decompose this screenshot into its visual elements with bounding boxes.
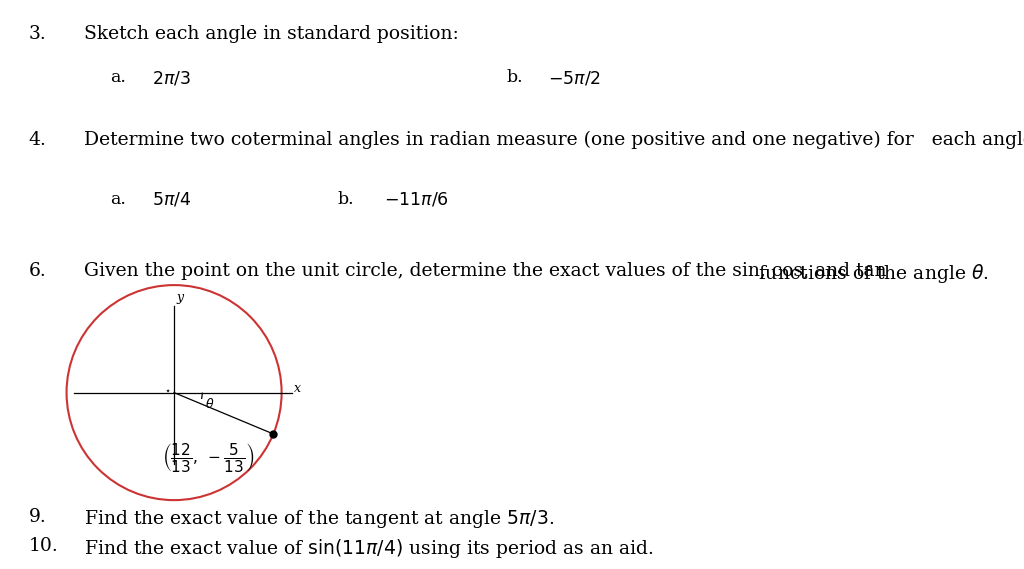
Text: b.: b. (338, 191, 354, 208)
Text: Sketch each angle in standard position:: Sketch each angle in standard position: (84, 25, 459, 43)
Text: b.: b. (507, 69, 523, 86)
Text: 9.: 9. (29, 508, 46, 526)
Text: $2\pi/3$: $2\pi/3$ (152, 69, 190, 88)
Text: a.: a. (111, 191, 127, 208)
Text: functions of the angle $\theta$.: functions of the angle $\theta$. (758, 262, 988, 284)
Text: $-11\pi/6$: $-11\pi/6$ (384, 191, 449, 209)
Text: 10.: 10. (29, 537, 58, 555)
Text: y: y (176, 291, 183, 304)
Text: 6.: 6. (29, 262, 46, 280)
Text: $5\pi/4$: $5\pi/4$ (152, 191, 190, 209)
Text: $-5\pi/2$: $-5\pi/2$ (548, 69, 600, 88)
Text: a.: a. (111, 69, 127, 86)
Text: x: x (294, 382, 301, 394)
Text: Find the exact value of the tangent at angle $5\pi/3$.: Find the exact value of the tangent at a… (84, 508, 554, 530)
Text: $\star$: $\star$ (165, 385, 171, 395)
Text: 3.: 3. (29, 25, 46, 43)
Text: Determine two coterminal angles in radian measure (one positive and one negative: Determine two coterminal angles in radia… (84, 131, 1024, 149)
Text: Given the point on the unit circle, determine the exact values of the sin, cos, : Given the point on the unit circle, dete… (84, 262, 887, 280)
Text: $\theta$: $\theta$ (205, 397, 214, 411)
Text: 4.: 4. (29, 131, 46, 149)
Text: $\left(\dfrac{12}{13},\ -\dfrac{5}{13}\right)$: $\left(\dfrac{12}{13},\ -\dfrac{5}{13}\r… (162, 441, 254, 474)
Text: Find the exact value of $\sin(11\pi/4)$ using its period as an aid.: Find the exact value of $\sin(11\pi/4)$ … (84, 537, 654, 559)
